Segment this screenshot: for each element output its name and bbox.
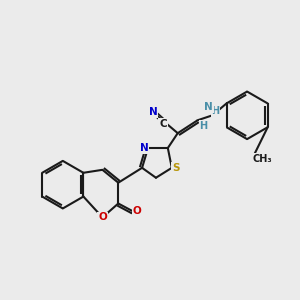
Text: S: S xyxy=(172,163,179,173)
Text: N: N xyxy=(140,143,148,153)
Text: N: N xyxy=(204,102,213,112)
Text: CH₃: CH₃ xyxy=(252,154,272,164)
Text: H: H xyxy=(200,121,208,131)
Text: O: O xyxy=(98,212,107,222)
Text: C: C xyxy=(159,119,167,129)
Text: N: N xyxy=(148,107,157,117)
Text: O: O xyxy=(133,206,142,216)
Text: H: H xyxy=(211,106,220,116)
